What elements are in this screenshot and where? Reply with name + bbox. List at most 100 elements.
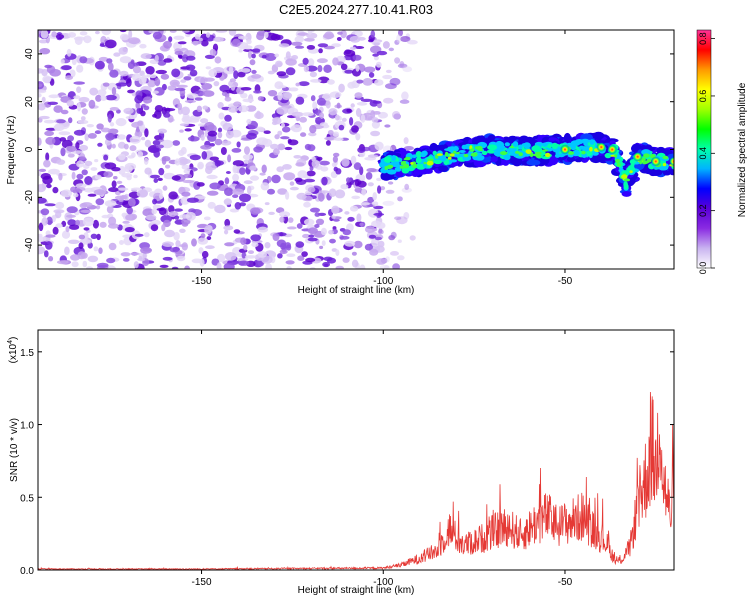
heatmap-signal-cell (518, 144, 523, 150)
heatmap-noise-cell (128, 30, 133, 39)
heatmap-peak (650, 156, 661, 167)
heatmap-noise-cell (394, 216, 402, 220)
heatmap-noise-cell (329, 238, 336, 244)
heatmap-signal-cell (614, 154, 618, 158)
heatmap-noise-cell (261, 164, 267, 174)
heatmap-noise-cell (38, 168, 47, 172)
heatmap-noise-cell (379, 265, 390, 269)
heatmap-noise-cell (363, 112, 372, 116)
heatmap-x-ticks: -150 -100 -50 (192, 30, 573, 287)
heatmap-noise-cell (228, 30, 237, 36)
heatmap-noise-cell (238, 260, 250, 266)
heatmap-noise-cell (158, 167, 165, 176)
heatmap-noise-cell (335, 265, 344, 269)
heatmap-noise-cell (157, 128, 167, 134)
heatmap-noise-cell (38, 171, 42, 177)
heatmap-noise-cell (237, 36, 248, 40)
heatmap-noise-cell (95, 94, 102, 102)
heatmap-noise-cell (56, 159, 66, 165)
snr-y-axis-label: SNR (10 * v/v) (9, 418, 20, 482)
heatmap-noise-cell (66, 206, 78, 214)
heatmap-noise-cell (76, 160, 85, 168)
heatmap-noise-cell (397, 255, 405, 261)
heatmap-noise-cell (239, 202, 247, 207)
heatmap-noise-cell (306, 32, 318, 39)
heatmap-noise-cell (145, 214, 157, 221)
heatmap-noise-cell (197, 161, 205, 170)
heatmap-noise-cell (336, 102, 341, 109)
heatmap-noise-cell (41, 96, 46, 103)
heatmap-noise-cell (307, 186, 316, 193)
heatmap-noise-cell (119, 30, 127, 33)
heatmap-noise-cell (169, 247, 180, 253)
heatmap-noise-cell (272, 117, 278, 123)
heatmap-noise-cell (332, 131, 339, 137)
heatmap-signal-cell (623, 183, 629, 190)
heatmap-noise-cell (248, 250, 254, 255)
heatmap-noise-cell (84, 133, 89, 141)
heatmap-noise-cell (179, 123, 189, 127)
heatmap-noise-cell (233, 229, 241, 234)
heatmap-noise-cell (281, 122, 285, 128)
heatmap-noise-cell (238, 49, 243, 53)
heatmap-signal-cell (525, 149, 532, 155)
heatmap-noise-cell (317, 43, 329, 48)
heatmap-noise-cell (205, 161, 218, 171)
heatmap-noise-cell (66, 145, 77, 152)
heatmap-noise-cell (305, 257, 316, 263)
heatmap-noise-cell (150, 224, 159, 232)
heatmap-noise-cell (355, 108, 362, 117)
heatmap-noise-cell (251, 74, 262, 79)
heatmap-signal-cell (490, 156, 498, 163)
heatmap-noise-cell (232, 247, 242, 255)
heatmap-noise-cell (274, 134, 280, 140)
heatmap-peak (669, 156, 674, 167)
heatmap-noise-cell (55, 210, 62, 219)
heatmap-noise-cell (268, 211, 275, 215)
heatmap-signal-cell (510, 145, 514, 149)
heatmap-noise-cell (152, 198, 158, 205)
heatmap-noise-cell (145, 66, 155, 75)
heatmap-noise-cell (247, 50, 253, 59)
heatmap-noise-cell (111, 143, 116, 149)
heatmap-noise-cell (333, 218, 340, 222)
heatmap-noise-cell (360, 98, 373, 102)
heatmap-noise-cell (319, 245, 324, 250)
chart-title: C2E5.2024.277.10.41.R03 (279, 2, 433, 17)
heatmap-noise-cell (44, 64, 53, 69)
heatmap-noise-cell (60, 189, 73, 198)
heatmap-noise-cell (61, 230, 71, 239)
snr-y-scale-factor: (x104) (7, 337, 19, 364)
heatmap-noise-cell (232, 160, 245, 167)
heatmap-noise-cell (285, 51, 291, 60)
heatmap-noise-cell (321, 240, 326, 247)
heatmap-signal-cell (394, 166, 402, 172)
heatmap-noise-cell (76, 64, 84, 73)
heatmap-signal-cell (493, 150, 503, 156)
heatmap-noise-cell (364, 243, 373, 251)
heatmap-noise-cell (277, 91, 283, 101)
heatmap-noise-cell (207, 130, 218, 137)
heatmap-noise-cell (224, 252, 237, 261)
heatmap-noise-cell (284, 146, 293, 151)
heatmap-noise-cell (402, 66, 413, 73)
heatmap-noise-cell (122, 220, 130, 224)
heatmap-noise-cell (118, 165, 126, 175)
heatmap-noise-cell (117, 187, 129, 191)
heatmap-signal-cell (413, 168, 427, 175)
heatmap-noise-cell (84, 160, 93, 166)
heatmap-noise-cell (137, 120, 143, 126)
heatmap-noise-cell (87, 193, 97, 197)
heatmap-noise-cell (81, 108, 88, 115)
heatmap-noise-cell (181, 54, 189, 63)
heatmap-noise-cell (291, 124, 302, 133)
heatmap-noise-cell (51, 31, 57, 38)
heatmap-noise-cell (401, 91, 409, 101)
heatmap-noise-cell (275, 60, 283, 68)
heatmap-noise-cell (159, 264, 169, 268)
heatmap-noise-cell (326, 257, 336, 264)
heatmap-signal-cell (415, 151, 422, 158)
heatmap-noise-cell (282, 126, 291, 133)
heatmap-noise-cell (198, 37, 203, 42)
heatmap-noise-cell (251, 48, 261, 53)
